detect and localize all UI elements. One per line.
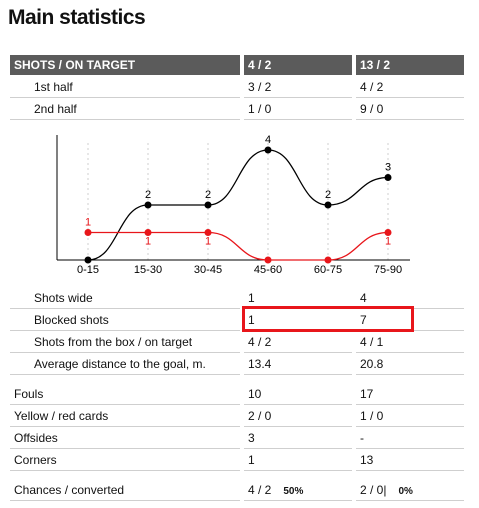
- cell: 4 / 2: [244, 331, 352, 353]
- highlight-box: [242, 306, 414, 332]
- cell: 1: [244, 449, 352, 471]
- series-line: [87, 149, 389, 261]
- percent: 50%: [283, 485, 304, 497]
- cell: Offsides: [10, 427, 240, 449]
- cell: Shots from the box / on target: [10, 331, 240, 353]
- cell: 17: [356, 383, 464, 405]
- cell: 3 / 2: [244, 76, 352, 98]
- cell: Shots wide: [10, 287, 240, 309]
- point: [204, 201, 212, 209]
- value-label: 3: [385, 161, 391, 173]
- value-label: 2: [325, 189, 331, 201]
- cell: 10: [244, 383, 352, 405]
- value: 4 / 2: [248, 482, 272, 497]
- cell: Blocked shots: [10, 309, 240, 331]
- point: [84, 229, 92, 236]
- header-cell: 4 / 2: [244, 55, 352, 76]
- cell: 1st half: [10, 76, 240, 98]
- cell: Average distance to the goal, m.: [10, 353, 240, 375]
- point: [324, 256, 332, 264]
- cell: 13.4: [244, 353, 352, 375]
- cell: 13: [356, 449, 464, 471]
- cell: Fouls: [10, 383, 240, 405]
- cell: 2nd half: [10, 98, 240, 120]
- row: Average distance to the goal, m. 13.4 20.8: [10, 353, 464, 375]
- value-label: 1: [205, 235, 211, 247]
- header-row: SHOTS / ON TARGET 4 / 2 13 / 2: [10, 55, 464, 76]
- point: [264, 256, 272, 264]
- point: [144, 229, 152, 236]
- cell: 2 / 0| 0%: [356, 479, 464, 501]
- cell: Chances / converted: [10, 479, 240, 501]
- value-label: 1: [385, 235, 391, 247]
- point: [384, 229, 392, 236]
- value-label: 1: [145, 235, 151, 247]
- cell: 1 / 0: [244, 98, 352, 120]
- cell: 1 / 0: [356, 405, 464, 427]
- header-cell: SHOTS / ON TARGET: [10, 55, 240, 76]
- x-tick-label: 45-60: [254, 264, 282, 276]
- value-label: 2: [205, 189, 211, 201]
- x-tick-label: 0-15: [77, 264, 99, 276]
- point: [144, 201, 152, 209]
- header-cell: 13 / 2: [356, 55, 464, 76]
- row: Offsides 3-: [10, 427, 464, 449]
- point: [384, 174, 392, 181]
- cell: 4 / 2: [356, 76, 464, 98]
- cell: 3: [244, 427, 352, 449]
- cell: 4 / 1: [356, 331, 464, 353]
- point: [324, 201, 332, 209]
- cell: 2 / 0: [244, 405, 352, 427]
- cell: Yellow / red cards: [10, 405, 240, 427]
- cell: 9 / 0: [356, 98, 464, 120]
- cell: 4 / 2 50%: [244, 479, 352, 501]
- point: [264, 146, 272, 154]
- x-tick-label: 30-45: [194, 264, 222, 276]
- chart: 0-15 15-30 30-45 45-60 60-75 75-90 2 2 4 2 3 1 1 1 1: [56, 134, 410, 276]
- x-tick-label: 60-75: [314, 264, 342, 276]
- cell: 20.8: [356, 353, 464, 375]
- percent: 0%: [398, 485, 413, 497]
- row: Fouls 10 17: [10, 383, 464, 405]
- point: [84, 256, 92, 264]
- value-label: 2: [145, 189, 151, 201]
- x-tick-label: 15-30: [134, 264, 162, 276]
- value-label: 4: [265, 134, 271, 146]
- series-line: [88, 231, 389, 261]
- value-label: 1: [85, 216, 91, 228]
- row: Corners 1 13: [10, 449, 464, 471]
- row: Chances / converted 4 / 2 50% 2 / 0| 0%: [10, 479, 464, 501]
- title: Main statistics: [8, 6, 146, 29]
- cell: Corners: [10, 449, 240, 471]
- shots-table: SHOTS / ON TARGET 4 / 2 13 / 2 1st half 3…: [6, 55, 468, 120]
- chances-table: Chances / converted 4 / 2 50% 2 / 0| 0%: [6, 479, 468, 501]
- point: [204, 229, 212, 236]
- x-tick-label: 75-90: [374, 264, 402, 276]
- value: 2 / 0|: [360, 482, 387, 497]
- cell: -: [356, 427, 464, 449]
